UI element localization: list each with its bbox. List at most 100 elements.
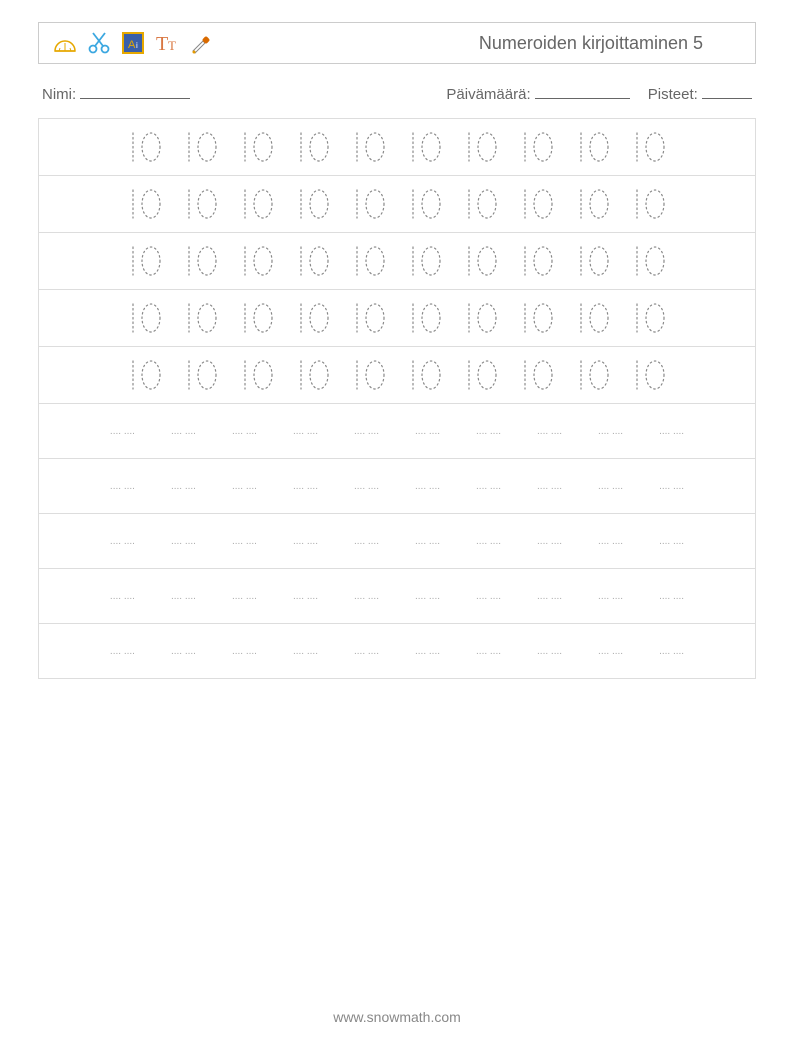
name-field: Nimi: (42, 84, 190, 103)
traced-number-10 (182, 298, 220, 338)
practice-row-large (38, 232, 756, 290)
traced-number-10 (630, 241, 668, 281)
practice-placeholder: .... .... (354, 591, 379, 602)
practice-row-small: .... .... .... .... .... .... .... ........… (38, 623, 756, 679)
traced-number-10 (350, 241, 388, 281)
traced-number-10 (182, 184, 220, 224)
practice-placeholder: .... .... (110, 481, 135, 492)
traced-number-10 (294, 298, 332, 338)
traced-number-10 (126, 184, 164, 224)
practice-placeholder: .... .... (354, 536, 379, 547)
practice-placeholder: .... .... (232, 426, 257, 437)
traced-number-10 (182, 241, 220, 281)
practice-placeholder: .... .... (476, 591, 501, 602)
practice-placeholder: .... .... (354, 426, 379, 437)
traced-number-10 (518, 298, 556, 338)
practice-placeholder: .... .... (171, 426, 196, 437)
tool-icons: A i T T (51, 29, 215, 57)
traced-number-10 (294, 184, 332, 224)
practice-placeholder: .... .... (293, 481, 318, 492)
info-line: Nimi: Päivämäärä: Pisteet: (38, 84, 756, 103)
practice-placeholder: .... .... (354, 481, 379, 492)
traced-number-10 (518, 184, 556, 224)
svg-text:A: A (128, 39, 136, 51)
practice-placeholder: .... .... (232, 536, 257, 547)
practice-placeholder: .... .... (476, 646, 501, 657)
practice-placeholder: .... .... (232, 646, 257, 657)
svg-text:T: T (168, 38, 176, 53)
traced-number-10 (406, 127, 444, 167)
practice-placeholder: .... .... (415, 646, 440, 657)
practice-placeholder: .... .... (110, 646, 135, 657)
text-tool-icon: T T (153, 29, 181, 57)
traced-number-10 (238, 241, 276, 281)
traced-number-10 (350, 298, 388, 338)
practice-placeholder: .... .... (293, 646, 318, 657)
practice-placeholder: .... .... (659, 536, 684, 547)
traced-number-10 (238, 184, 276, 224)
traced-number-10 (462, 127, 500, 167)
traced-number-10 (574, 355, 612, 395)
practice-placeholder: .... .... (476, 481, 501, 492)
score-label: Pisteet: (648, 86, 698, 103)
traced-number-10 (126, 298, 164, 338)
svg-text:T: T (156, 33, 168, 55)
practice-placeholder: .... .... (598, 481, 623, 492)
traced-number-10 (350, 355, 388, 395)
practice-placeholder: .... .... (598, 536, 623, 547)
date-blank (535, 84, 630, 99)
traced-number-10 (630, 184, 668, 224)
practice-placeholder: .... .... (110, 536, 135, 547)
practice-placeholder: .... .... (110, 591, 135, 602)
traced-number-10 (406, 355, 444, 395)
traced-number-10 (574, 241, 612, 281)
traced-number-10 (518, 355, 556, 395)
eyedropper-icon (187, 29, 215, 57)
practice-placeholder: .... .... (110, 426, 135, 437)
practice-placeholder: .... .... (476, 426, 501, 437)
practice-placeholder: .... .... (537, 591, 562, 602)
practice-row-large (38, 175, 756, 233)
practice-row-small: .... .... .... .... .... .... .... ........… (38, 458, 756, 514)
traced-number-10 (126, 355, 164, 395)
practice-placeholder: .... .... (598, 591, 623, 602)
traced-number-10 (462, 355, 500, 395)
traced-number-10 (630, 355, 668, 395)
practice-placeholder: .... .... (415, 591, 440, 602)
practice-rows: .... .... .... .... .... .... .... ........… (38, 118, 756, 679)
practice-placeholder: .... .... (232, 591, 257, 602)
traced-number-10 (574, 127, 612, 167)
name-blank (80, 84, 190, 99)
date-label: Päivämäärä: (446, 86, 530, 103)
traced-number-10 (238, 355, 276, 395)
practice-placeholder: .... .... (598, 646, 623, 657)
practice-placeholder: .... .... (415, 481, 440, 492)
practice-placeholder: .... .... (598, 426, 623, 437)
practice-placeholder: .... .... (293, 591, 318, 602)
practice-placeholder: .... .... (415, 426, 440, 437)
name-label: Nimi: (42, 86, 76, 103)
traced-number-10 (574, 298, 612, 338)
practice-placeholder: .... .... (659, 591, 684, 602)
practice-row-large (38, 118, 756, 176)
traced-number-10 (462, 241, 500, 281)
traced-number-10 (182, 355, 220, 395)
practice-row-large (38, 346, 756, 404)
practice-placeholder: .... .... (232, 481, 257, 492)
practice-row-large (38, 289, 756, 347)
traced-number-10 (294, 355, 332, 395)
traced-number-10 (126, 241, 164, 281)
practice-placeholder: .... .... (171, 481, 196, 492)
traced-number-10 (518, 241, 556, 281)
traced-number-10 (238, 298, 276, 338)
traced-number-10 (462, 298, 500, 338)
practice-placeholder: .... .... (537, 481, 562, 492)
practice-placeholder: .... .... (537, 646, 562, 657)
traced-number-10 (294, 241, 332, 281)
traced-number-10 (294, 127, 332, 167)
traced-number-10 (462, 184, 500, 224)
practice-placeholder: .... .... (537, 426, 562, 437)
worksheet-title: Numeroiden kirjoittaminen 5 (479, 33, 743, 54)
practice-row-small: .... .... .... .... .... .... .... ........… (38, 513, 756, 569)
practice-placeholder: .... .... (171, 591, 196, 602)
